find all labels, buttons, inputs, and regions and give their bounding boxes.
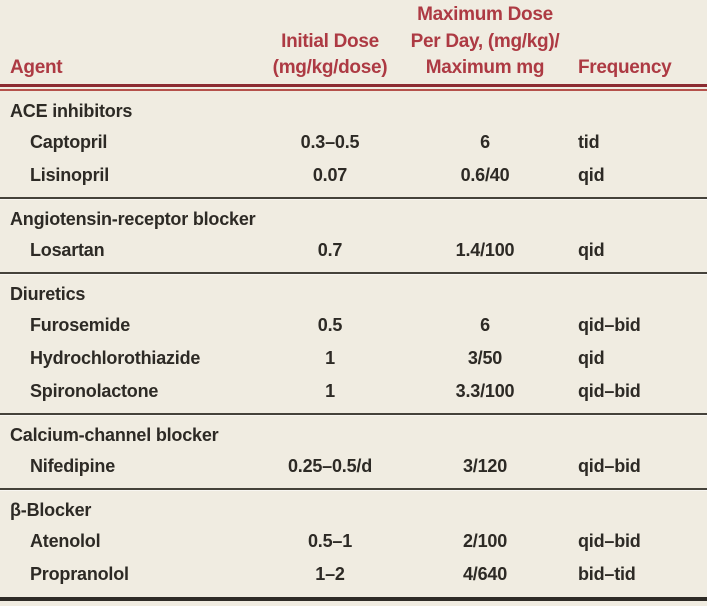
initial-dose-cell: 0.07 <box>312 165 348 185</box>
drug-class-name: ACE inhibitors <box>10 100 133 121</box>
section-divider-rule <box>0 197 707 199</box>
frequency-cell: qid <box>578 240 605 260</box>
frequency-cell: qid–bid <box>578 531 641 551</box>
column-header-maximum-dose: Maximum Dose Per Day, (mg/kg)/ Maximum m… <box>410 4 560 79</box>
maximum-dose-cell: 1.4/100 <box>455 240 515 260</box>
frequency-cell: qid–bid <box>578 315 641 335</box>
initial-dose-cell: 0.7 <box>317 240 343 260</box>
drug-name-cell: Nifedipine <box>30 456 116 476</box>
frequency-cell: tid <box>578 132 600 152</box>
maximum-dose-cell: 4/640 <box>462 564 508 584</box>
drug-name-cell: Atenolol <box>30 531 101 551</box>
drug-class-section: Angiotensin-receptor blocker Losartan 0.… <box>0 199 707 272</box>
bottom-border-rule <box>0 597 707 601</box>
drug-row: Spironolactone 1 3.3/100 qid–bid <box>0 375 707 408</box>
maximum-dose-cell: 0.6/40 <box>460 165 510 185</box>
drug-row: Losartan 0.7 1.4/100 qid <box>0 234 707 267</box>
drug-class-name: Diuretics <box>10 283 86 304</box>
drug-class-name: Calcium-channel blocker <box>10 424 219 445</box>
drug-row: Furosemide 0.5 6 qid–bid <box>0 309 707 342</box>
maximum-dose-cell: 2/100 <box>462 531 508 551</box>
maximum-dose-cell: 3.3/100 <box>455 381 515 401</box>
maximum-dose-cell: 3/120 <box>462 456 508 476</box>
column-header-agent: Agent <box>10 57 63 79</box>
initial-dose-cell: 1 <box>325 348 335 368</box>
column-header-initial-dose: Initial Dose (mg/kg/dose) <box>272 30 388 79</box>
drug-class-section: Diuretics Furosemide 0.5 6 qid–bid Hydro… <box>0 274 707 413</box>
drug-class-section: β-Blocker Atenolol 0.5–1 2/100 qid–bid P… <box>0 490 707 596</box>
drug-row: Atenolol 0.5–1 2/100 qid–bid <box>0 525 707 558</box>
initial-dose-cell: 1 <box>325 381 335 401</box>
maximum-dose-cell: 6 <box>480 315 490 335</box>
drug-class-section: ACE inhibitors Captopril 0.3–0.5 6 tid L… <box>0 91 707 197</box>
section-divider-rule <box>0 272 707 274</box>
drug-name-cell: Lisinopril <box>30 165 110 185</box>
header-divider-rule <box>0 84 707 91</box>
frequency-cell: qid–bid <box>578 381 641 401</box>
initial-dose-cell: 0.25–0.5/d <box>287 456 373 476</box>
drug-row: Lisinopril 0.07 0.6/40 qid <box>0 159 707 192</box>
frequency-cell: bid–tid <box>578 564 636 584</box>
drug-name-cell: Spironolactone <box>30 381 159 401</box>
initial-dose-cell: 1–2 <box>315 564 345 584</box>
drug-name-cell: Losartan <box>30 240 105 260</box>
initial-dose-cell: 0.5–1 <box>307 531 353 551</box>
drug-row: Captopril 0.3–0.5 6 tid <box>0 126 707 159</box>
drug-name-cell: Captopril <box>30 132 108 152</box>
drug-row: Propranolol 1–2 4/640 bid–tid <box>0 558 707 591</box>
initial-dose-cell: 0.3–0.5 <box>300 132 360 152</box>
table-body: ACE inhibitors Captopril 0.3–0.5 6 tid L… <box>0 91 707 597</box>
initial-dose-cell: 0.5 <box>317 315 343 335</box>
section-divider-rule <box>0 413 707 415</box>
maximum-dose-cell: 6 <box>480 132 490 152</box>
frequency-cell: qid <box>578 165 605 185</box>
drug-class-section: Calcium-channel blocker Nifedipine 0.25–… <box>0 415 707 488</box>
drug-name-cell: Propranolol <box>30 564 129 584</box>
maximum-dose-cell: 3/50 <box>467 348 503 368</box>
drug-class-name: β-Blocker <box>10 499 92 520</box>
drug-name-cell: Furosemide <box>30 315 131 335</box>
drug-name-cell: Hydrochlorothiazide <box>30 348 201 368</box>
frequency-cell: qid–bid <box>578 456 641 476</box>
drug-row: Hydrochlorothiazide 1 3/50 qid <box>0 342 707 375</box>
drug-class-name: Angiotensin-receptor blocker <box>10 208 256 229</box>
column-header-frequency: Frequency <box>578 57 672 79</box>
frequency-cell: qid <box>578 348 605 368</box>
table-header-row: Agent Initial Dose (mg/kg/dose) Maximum … <box>0 0 707 84</box>
drug-row: Nifedipine 0.25–0.5/d 3/120 qid–bid <box>0 450 707 483</box>
section-divider-rule <box>0 488 707 490</box>
